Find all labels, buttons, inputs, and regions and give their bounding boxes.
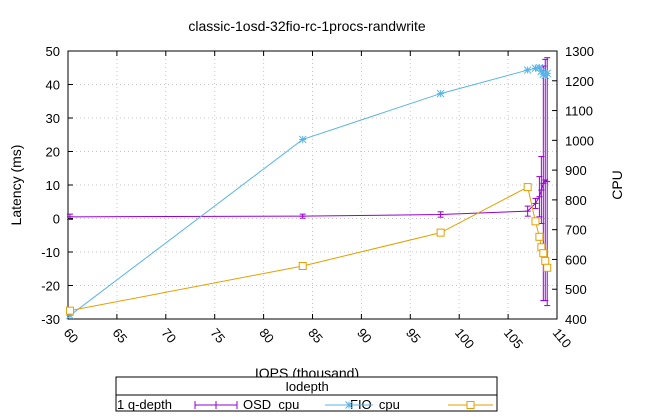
data-point [523,183,532,192]
x-tick-label: 110 [550,325,575,351]
y2-tick-label: 900 [565,163,587,178]
x-tick-label: 60 [61,325,82,346]
y-tick-label: -10 [41,245,60,260]
x-tick-label: 90 [354,325,375,346]
chart-title: classic-1osd-32fio-rc-1procs-randwrite [188,18,426,34]
legend-title: Iodepth [285,379,328,394]
y-tick-label: 50 [46,44,60,59]
data-point [537,67,546,76]
y2-tick-label: 500 [565,282,587,297]
legend-label: FIO_cpu [350,397,400,412]
legend-label: 1 q-depth [117,397,172,412]
data-point [466,401,475,409]
x-tick-label: 95 [403,325,424,346]
series-line [69,179,548,218]
data-point [65,306,74,315]
data-point [543,69,552,78]
x-tick-label: 75 [207,325,228,346]
y2-tick-label: 400 [565,312,587,327]
x-tick-label: 100 [452,325,477,351]
y-tick-label: 0 [53,212,60,227]
y-tick-label: 20 [46,145,60,160]
series-1 [66,57,551,307]
y2-tick-label: 1100 [565,104,593,119]
x-tick-label: 80 [256,325,277,346]
axis-ticks: 60 65 70 75 80 85 90 95 100 105 110 -30 -20 -10 0 10 20 3… [41,44,594,352]
data-point [531,217,540,226]
y-tick-label: 30 [46,111,60,126]
data-point [66,311,74,320]
legend-label: OSD_cpu [243,397,299,412]
data-point [345,401,353,409]
data-point [543,263,552,272]
y2-tick-label: 1000 [565,133,594,148]
x-tick-label: 85 [305,325,326,346]
x-tick-label: 105 [501,325,526,351]
grid [68,51,557,319]
data-point [539,249,548,258]
plot-area [65,57,552,320]
data-point [539,70,548,79]
data-point [541,256,550,265]
y-tick-label: 10 [46,178,60,193]
y2-tick-label: 700 [565,223,587,238]
data-point [531,64,540,73]
data-point [523,66,532,74]
y-tick-label: 40 [46,78,60,93]
data-point [436,228,445,237]
data-point [436,89,445,98]
data-point [298,135,307,144]
y2-tick-label: 800 [565,193,587,208]
y2-tick-label: 1200 [565,74,594,89]
y2-tick-label: 1300 [565,44,594,59]
series-line [69,67,548,316]
y-axis-label: Latency (ms) [8,145,24,226]
x-tick-label: 65 [110,325,131,346]
data-point [298,261,307,270]
series-2 [66,63,552,320]
series-line [69,186,548,312]
series-3 [65,183,552,315]
y-tick-label: -20 [41,279,60,294]
data-point [535,63,544,72]
y2-axis-label: CPU [609,170,625,200]
legend: Iodepth 1 q-depth OSD_cpu FIO_cpu [115,376,498,412]
legend-box [115,376,498,412]
data-point [535,232,544,241]
y-tick-label: -30 [41,312,60,327]
x-tick-label: 70 [159,325,180,346]
y2-tick-label: 600 [565,252,587,267]
